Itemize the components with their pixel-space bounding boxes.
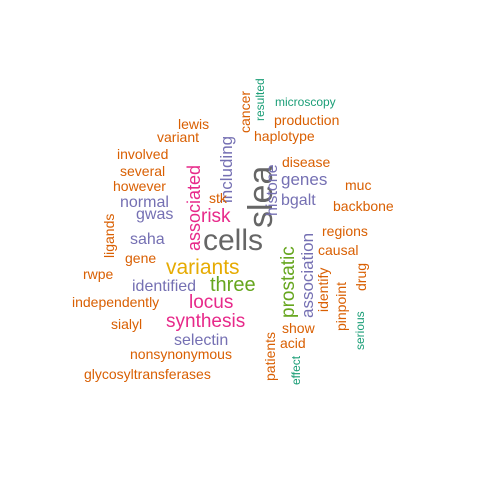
word-haplotype: haplotype: [254, 128, 315, 144]
word-risk: risk: [201, 206, 231, 227]
word-regions: regions: [322, 223, 368, 239]
word-gwas: gwas: [136, 206, 174, 223]
word-muc: muc: [345, 177, 372, 193]
word-variants: variants: [166, 256, 240, 279]
word-rwpe: rwpe: [83, 266, 114, 282]
word-microscopy: microscopy: [275, 95, 336, 109]
word-genes: genes: [281, 170, 328, 189]
word-stk: stk: [209, 190, 227, 206]
word-show: show: [282, 320, 315, 336]
word-causal: causal: [318, 242, 359, 258]
word-bgalt: bgalt: [281, 192, 316, 209]
word-identify: identify: [315, 267, 331, 312]
word-glycosyltransferases: glycosyltransferases: [84, 366, 211, 382]
word-identified: identified: [132, 278, 197, 295]
word-pinpoint: pinpoint: [333, 281, 349, 331]
word-normal: normal: [120, 194, 169, 211]
word-histone: histone: [264, 164, 281, 216]
word-locus: locus: [189, 292, 234, 313]
word-selectin: selectin: [174, 332, 229, 349]
word-however: however: [113, 178, 166, 194]
word-several: several: [120, 163, 166, 179]
word-drug: drug: [353, 262, 369, 291]
word-ligands: ligands: [101, 213, 117, 258]
word-independently: independently: [72, 294, 160, 310]
word-prostatic: prostatic: [278, 246, 299, 318]
word-production: production: [274, 112, 340, 128]
word-effect: effect: [289, 355, 303, 385]
word-acid: acid: [280, 335, 306, 351]
word-disease: disease: [282, 154, 331, 170]
word-backbone: backbone: [333, 198, 394, 214]
word-cells: cells: [203, 224, 264, 257]
word-association: association: [298, 232, 317, 318]
word-cancer: cancer: [237, 90, 253, 133]
word-gene: gene: [125, 250, 157, 266]
word-synthesis: synthesis: [166, 311, 246, 332]
word-three: three: [210, 274, 256, 296]
word-involved: involved: [117, 146, 169, 162]
word-sialyl: sialyl: [111, 316, 143, 332]
word-saha: saha: [130, 231, 165, 248]
word-variant: variant: [157, 129, 200, 145]
word-serious: serious: [353, 311, 367, 350]
word-lewis: lewis: [178, 116, 210, 132]
word-nonsynonymous: nonsynonymous: [130, 346, 232, 362]
word-patients: patients: [262, 331, 278, 381]
word-resulted: resulted: [253, 78, 267, 121]
